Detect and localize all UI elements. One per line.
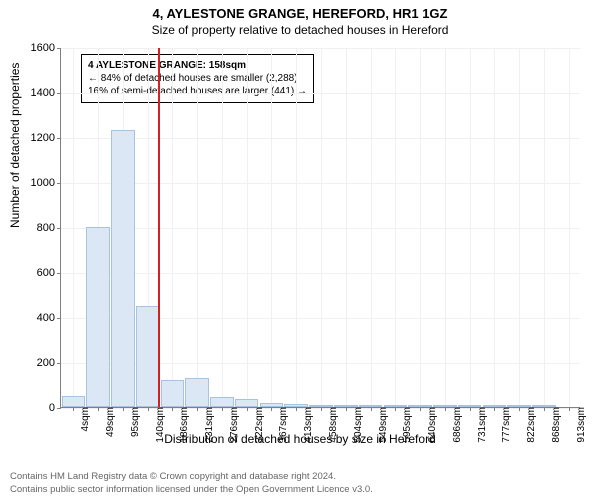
ytick-label: 200 [37, 357, 61, 369]
gridline-v [197, 48, 198, 407]
page-title: 4, AYLESTONE GRANGE, HEREFORD, HR1 1GZ [0, 0, 600, 21]
gridline-v [222, 48, 223, 407]
histogram-bar [284, 404, 308, 407]
xtick-mark [544, 407, 545, 411]
page-subtitle: Size of property relative to detached ho… [0, 21, 600, 41]
histogram-bar [210, 397, 234, 407]
xtick-mark [197, 407, 198, 411]
ytick-label: 0 [49, 402, 61, 414]
histogram-bar [408, 405, 432, 407]
histogram-bar [507, 405, 531, 407]
histogram-bar [161, 380, 185, 407]
histogram-bar [334, 405, 358, 407]
gridline-v [445, 48, 446, 407]
ytick-label: 1400 [31, 87, 61, 99]
xtick-mark [73, 407, 74, 411]
gridline-v [470, 48, 471, 407]
gridline-v [371, 48, 372, 407]
xtick-mark [445, 407, 446, 411]
gridline-v [346, 48, 347, 407]
x-axis-label: Distribution of detached houses by size … [0, 432, 600, 446]
xtick-mark [420, 407, 421, 411]
xtick-mark [98, 407, 99, 411]
plot-region: 4 AYLESTONE GRANGE: 158sqm ← 84% of deta… [60, 48, 580, 408]
histogram-bar [111, 130, 135, 407]
xtick-mark [494, 407, 495, 411]
xtick-mark [470, 407, 471, 411]
gridline-v [321, 48, 322, 407]
y-axis-label: Number of detached properties [8, 63, 22, 228]
histogram-bar [433, 405, 457, 407]
gridline-v [172, 48, 173, 407]
gridline-v [395, 48, 396, 407]
histogram-bar [309, 405, 333, 407]
gridline-v [544, 48, 545, 407]
histogram-bar [359, 405, 383, 407]
ytick-label: 1000 [31, 177, 61, 189]
xtick-mark [395, 407, 396, 411]
histogram-bar [235, 399, 259, 407]
xtick-mark [148, 407, 149, 411]
xtick-mark [519, 407, 520, 411]
xtick-mark [123, 407, 124, 411]
histogram-bar [483, 405, 507, 407]
chart-area: 4 AYLESTONE GRANGE: 158sqm ← 84% of deta… [60, 48, 580, 408]
xtick-mark [569, 407, 570, 411]
histogram-bar [260, 403, 284, 408]
histogram-bar [384, 405, 408, 407]
property-marker-line [158, 48, 160, 407]
gridline-v [420, 48, 421, 407]
gridline-v [296, 48, 297, 407]
histogram-bar [136, 306, 160, 407]
footer-line2: Contains public sector information licen… [10, 484, 373, 496]
xtick-mark [296, 407, 297, 411]
ytick-label: 800 [37, 222, 61, 234]
gridline-v [271, 48, 272, 407]
gridline-v [519, 48, 520, 407]
histogram-bar [532, 405, 556, 407]
xtick-mark [222, 407, 223, 411]
gridline-v [569, 48, 570, 407]
gridline-v [73, 48, 74, 407]
xtick-mark [371, 407, 372, 411]
xtick-mark [247, 407, 248, 411]
ytick-label: 400 [37, 312, 61, 324]
xtick-mark [271, 407, 272, 411]
footer-text: Contains HM Land Registry data © Crown c… [10, 471, 373, 496]
histogram-bar [86, 227, 110, 407]
gridline-v [247, 48, 248, 407]
xtick-mark [346, 407, 347, 411]
xtick-mark [321, 407, 322, 411]
ytick-label: 1600 [31, 42, 61, 54]
histogram-bar [458, 405, 482, 407]
ytick-label: 600 [37, 267, 61, 279]
xtick-label: 4sqm [76, 407, 91, 431]
footer-line1: Contains HM Land Registry data © Crown c… [10, 471, 373, 483]
histogram-bar [62, 396, 86, 407]
histogram-bar [185, 378, 209, 407]
gridline-v [494, 48, 495, 407]
ytick-label: 1200 [31, 132, 61, 144]
xtick-mark [172, 407, 173, 411]
